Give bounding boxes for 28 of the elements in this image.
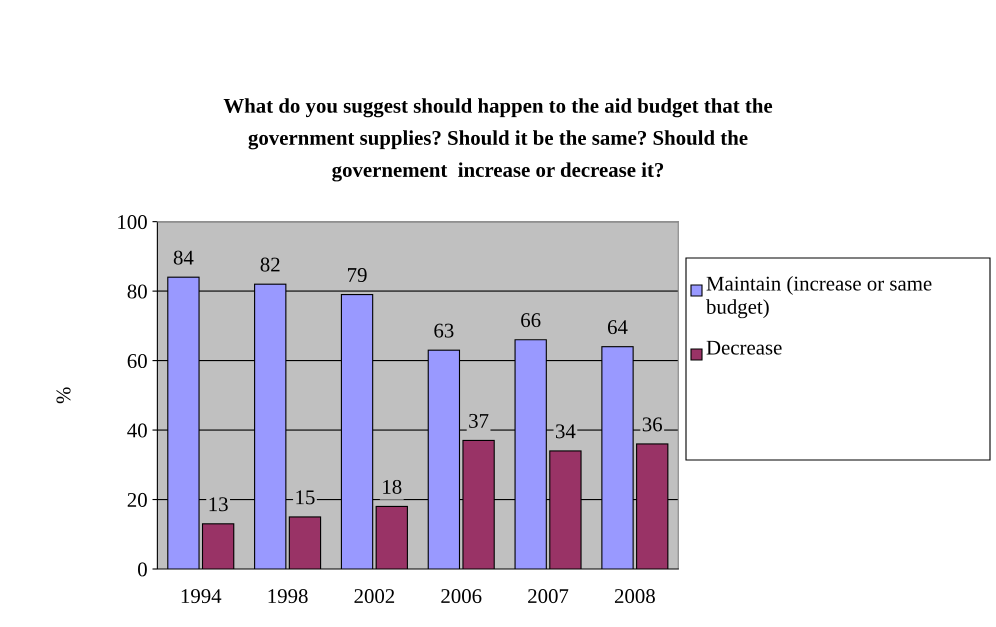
data-label: 82 <box>260 258 280 272</box>
data-label: 37 <box>469 414 488 428</box>
y-tick-label: 20 <box>128 492 147 507</box>
x-tick-label: 2006 <box>441 589 482 604</box>
y-tick-label: 40 <box>127 423 147 438</box>
data-label: 84 <box>174 250 194 265</box>
x-tick-label: 1994 <box>182 589 222 604</box>
data-label: 34 <box>556 424 576 438</box>
data-label: 15 <box>296 490 315 504</box>
y-tick-label: 0 <box>138 562 147 576</box>
y-tick-label: 80 <box>128 284 147 299</box>
x-tick-label: 2007 <box>528 589 568 604</box>
y-axis-title: % <box>56 387 71 404</box>
chart-title: What do you suggest should happen to the aid budget that the government supplies? Should it be the same? Should the governement increase or decrease it? <box>224 98 772 182</box>
data-label: 36 <box>642 417 662 432</box>
y-tick-label: 60 <box>128 354 147 368</box>
x-tick-label: 1998 <box>268 589 308 604</box>
data-label: 18 <box>383 480 402 494</box>
data-label: 64 <box>608 320 628 334</box>
legend-label: Decrease <box>706 340 782 355</box>
x-tick-label: 2002 <box>354 589 394 604</box>
y-tick-label: 100 <box>118 215 147 230</box>
data-label: 13 <box>210 497 228 512</box>
data-label: 66 <box>521 313 540 328</box>
data-label: 63 <box>434 324 454 338</box>
data-label: 79 <box>348 268 367 282</box>
legend-label: Maintain (increase or same budget) <box>706 276 932 318</box>
x-tick-label: 2008 <box>614 589 655 604</box>
